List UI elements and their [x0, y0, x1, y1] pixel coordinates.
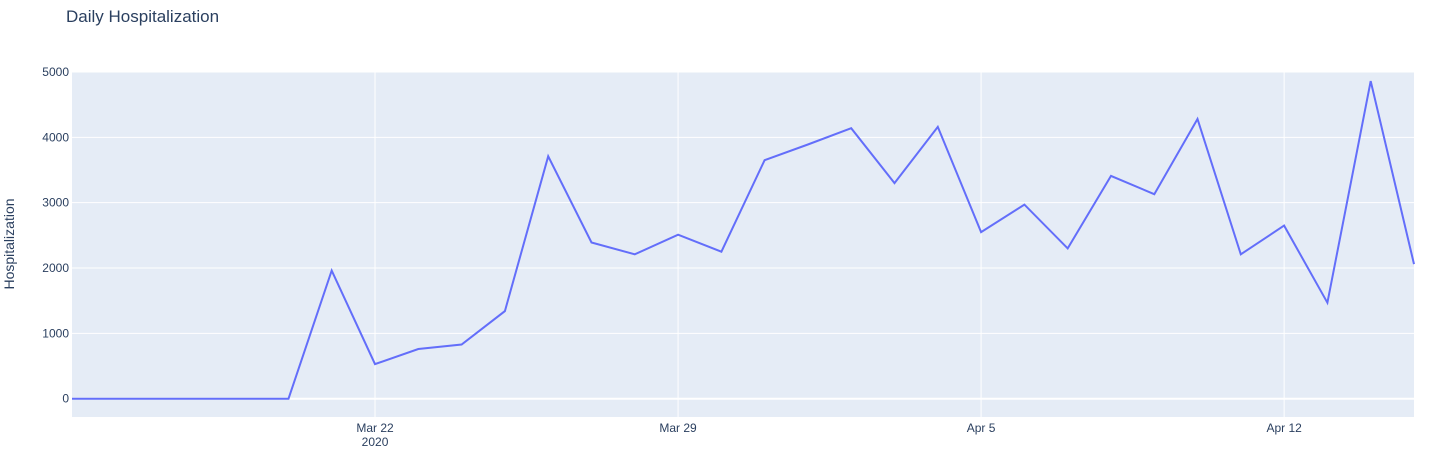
y-tick-label: 5000: [42, 65, 69, 79]
x-tick-label: Mar 22: [356, 421, 394, 435]
x-tick-sublabel: 2020: [362, 435, 389, 449]
y-tick-label: 2000: [42, 261, 69, 275]
plot-background: [72, 72, 1414, 417]
y-tick-label: 1000: [42, 326, 69, 340]
y-axis-title: Hospitalization: [1, 198, 17, 289]
y-axis-ticks: 0 1000 2000 3000 4000 5000: [42, 65, 69, 406]
y-gridlines: [72, 71, 1414, 400]
x-gridlines: [374, 72, 1285, 417]
chart-title: Daily Hospitalization: [66, 7, 219, 26]
y-tick-label: 0: [62, 392, 69, 406]
y-tick-label: 3000: [42, 196, 69, 210]
series-line: [72, 80, 1415, 400]
x-tick-label: Apr 12: [1266, 421, 1302, 435]
x-tick-label: Mar 29: [659, 421, 697, 435]
y-tick-label: 4000: [42, 130, 69, 144]
x-tick-label: Apr 5: [967, 421, 996, 435]
